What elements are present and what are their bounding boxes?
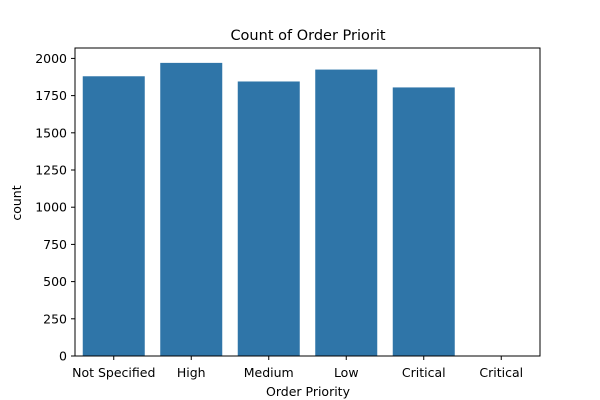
x-tick-label: Critical bbox=[479, 365, 523, 380]
y-axis-label: count bbox=[9, 185, 24, 220]
chart-title: Count of Order Priorit bbox=[230, 28, 385, 44]
y-tick-label: 2000 bbox=[35, 51, 67, 66]
y-tick-label: 1250 bbox=[35, 163, 67, 178]
x-tick-label: Not Specified bbox=[72, 365, 155, 380]
y-tick-label: 1500 bbox=[35, 125, 67, 140]
x-tick-label: Low bbox=[334, 365, 359, 380]
y-tick-label: 0 bbox=[59, 349, 67, 364]
y-tick-label: 1750 bbox=[35, 88, 67, 103]
plot-frame bbox=[74, 47, 541, 357]
y-tick-label: 750 bbox=[43, 237, 67, 252]
x-axis-label: Order Priority bbox=[266, 384, 351, 399]
x-tick-label: Medium bbox=[244, 365, 294, 380]
x-tick-label: High bbox=[177, 365, 206, 380]
bars-layer bbox=[82, 62, 455, 357]
bar-1 bbox=[160, 62, 223, 356]
bar-3 bbox=[315, 69, 378, 356]
x-axis-ticks: Not Specified High Medium Low Critical Critic… bbox=[72, 356, 523, 380]
y-tick-label: 1000 bbox=[35, 200, 67, 215]
y-tick-label: 500 bbox=[43, 274, 67, 289]
y-axis-ticks: 0 250 500 750 1000 1250 1500 1750 2000 bbox=[35, 51, 75, 364]
x-tick-label: Critical bbox=[402, 365, 446, 380]
bar-4 bbox=[392, 87, 455, 357]
bar-0 bbox=[82, 76, 145, 357]
y-tick-label: 250 bbox=[43, 311, 67, 326]
bar-2 bbox=[237, 81, 300, 356]
